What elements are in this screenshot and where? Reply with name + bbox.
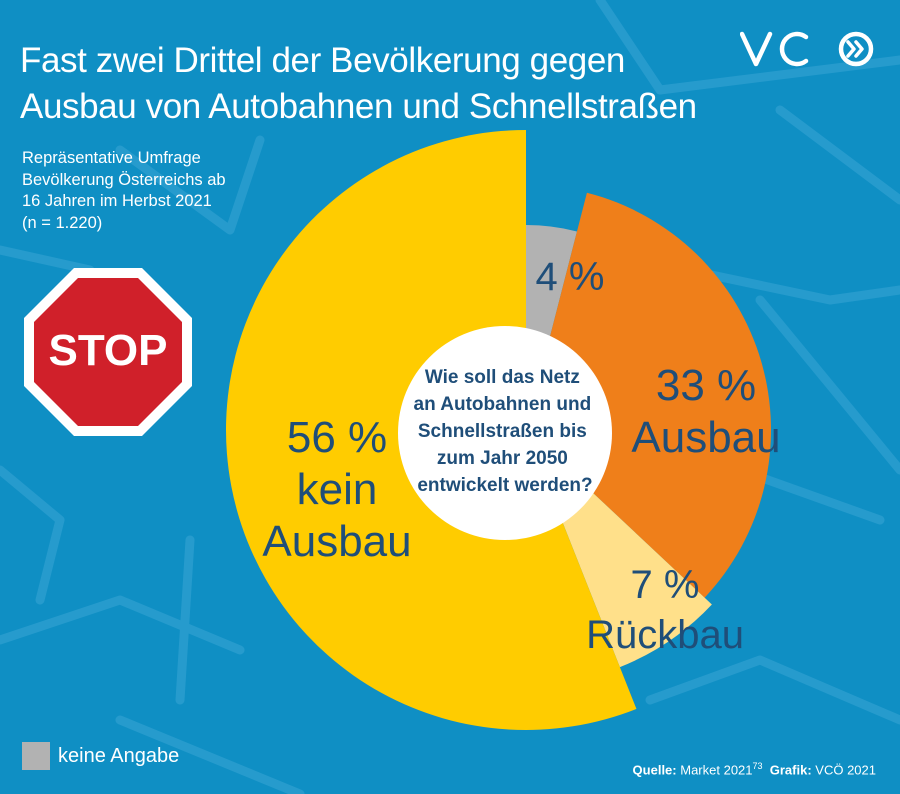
slice-label-line: 4 %	[536, 255, 605, 299]
center-circle	[398, 326, 612, 540]
center-question-line: zum Jahr 2050	[437, 448, 568, 469]
logo-chevron-icon	[854, 40, 864, 58]
legend-label: keine Angabe	[58, 744, 180, 767]
source-label: Quelle:	[632, 762, 677, 778]
slice-label-expansion: 33 % Ausbau	[631, 361, 780, 462]
logo-o-circle	[838, 31, 874, 67]
subtitle-line: Repräsentative Umfrage	[22, 149, 201, 167]
slice-label-no-expansion: 56 % kein Ausbau	[262, 413, 411, 566]
source-value: Market 2021	[680, 762, 753, 778]
source-credits: Quelle: Market 202173 Grafik: VCÖ 2021	[633, 761, 876, 777]
graphic-value: VCÖ 2021	[815, 762, 876, 778]
center-question-line: entwickelt werden?	[417, 475, 592, 496]
stop-sign-icon: STOP	[24, 268, 192, 436]
chart-subtitle: Repräsentative Umfrage Bevölkerung Öster…	[22, 148, 226, 234]
legend: keine Angabe	[22, 742, 179, 770]
subtitle-line: (n = 1.220)	[22, 213, 103, 232]
graphic-label: Grafik:	[769, 762, 812, 778]
center-question-line: Wie soll das Netz	[425, 367, 580, 388]
slice-label-line: Ausbau	[262, 517, 411, 566]
slice-label-line: 7 %	[631, 563, 700, 607]
slice-label-line: Ausbau	[631, 413, 780, 462]
slice-label-line: Rückbau	[586, 613, 744, 657]
legend-swatch	[22, 742, 50, 770]
chart-title: Fast zwei Drittel der Bevölkerung gegen …	[20, 38, 697, 130]
stop-sign-face	[34, 278, 182, 426]
center-question: Wie soll das Netz an Autobahnen und Schn…	[414, 367, 597, 496]
center-question-line: an Autobahnen und	[414, 394, 592, 415]
slice-label-line: kein	[297, 465, 378, 514]
subtitle-line: Bevölkerung Österreichs ab	[22, 170, 226, 189]
pie-slice-expansion	[526, 192, 771, 598]
logo-chevron-icon	[846, 40, 856, 58]
slice-label-line: 56 %	[287, 413, 387, 462]
title-line: Fast zwei Drittel der Bevölkerung gegen	[20, 41, 625, 80]
subtitle-line: 16 Jahren im Herbst 2021	[22, 192, 212, 210]
logo-c-shape	[779, 31, 809, 67]
slice-label-no-answer: 4 %	[536, 255, 605, 299]
title-line: Ausbau von Autobahnen und Schnellstraßen	[20, 87, 697, 126]
center-question-line: Schnellstraßen bis	[418, 421, 587, 442]
vco-logo	[740, 31, 874, 67]
slice-label-line: 33 %	[656, 361, 756, 410]
stop-sign-text: STOP	[48, 326, 167, 375]
logo-v-shape	[740, 31, 773, 67]
slice-label-dismantling: 7 % Rückbau	[586, 563, 744, 657]
source-footnote: 73	[752, 761, 763, 771]
